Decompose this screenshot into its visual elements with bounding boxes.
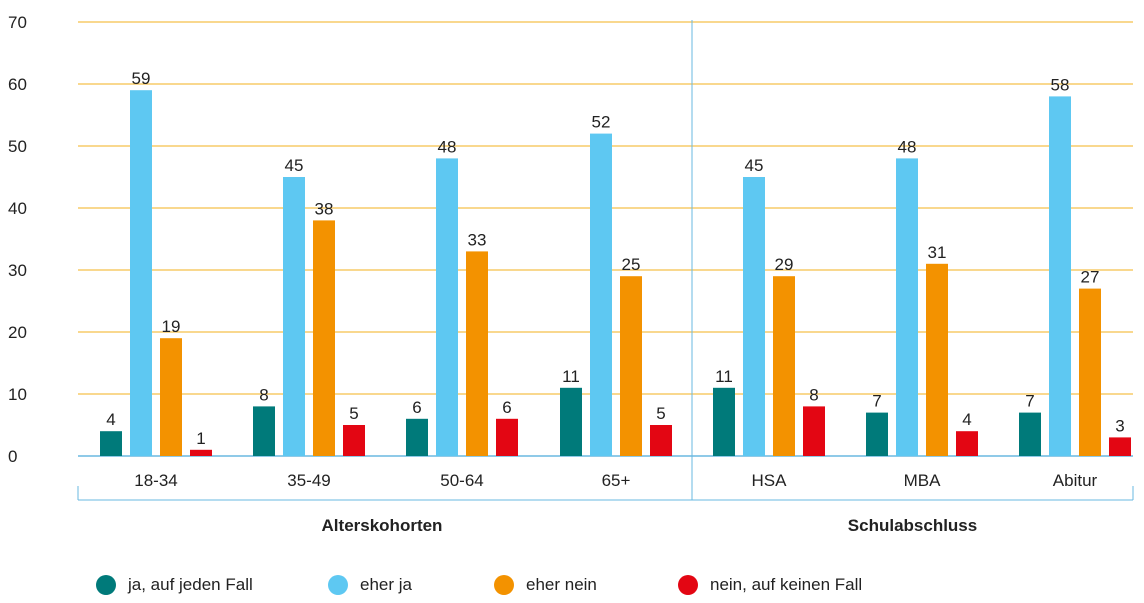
- bar: [1019, 412, 1041, 456]
- bar: [1109, 437, 1131, 456]
- legend-swatch: [494, 575, 514, 595]
- data-label: 29: [775, 255, 794, 274]
- legend-item-nein-auf-keinen-fall: nein, auf keinen Fall: [678, 575, 862, 595]
- data-label: 52: [592, 113, 611, 132]
- data-label: 19: [162, 317, 181, 336]
- bar: [1079, 288, 1101, 456]
- x-category-label: 18-34: [134, 471, 177, 490]
- bar: [560, 387, 582, 456]
- bar: [866, 412, 888, 456]
- bar: [436, 158, 458, 456]
- x-category-label: MBA: [904, 471, 942, 490]
- bar: [956, 431, 978, 456]
- bar: [130, 90, 152, 456]
- data-label: 27: [1081, 268, 1100, 287]
- data-label: 48: [438, 137, 457, 156]
- data-label: 5: [349, 404, 358, 423]
- bar: [650, 425, 672, 456]
- data-label: 38: [315, 199, 334, 218]
- legend-item-ja-auf-jeden-fall: ja, auf jeden Fall: [96, 575, 328, 595]
- bar: [160, 338, 182, 456]
- legend-label: eher ja: [360, 575, 412, 594]
- data-label: 8: [809, 385, 818, 404]
- data-label: 4: [962, 410, 971, 429]
- bar: [466, 251, 488, 456]
- data-label: 33: [468, 230, 487, 249]
- data-label: 6: [412, 398, 421, 417]
- legend-swatch: [96, 575, 116, 595]
- bar: [406, 418, 428, 456]
- data-label: 7: [872, 392, 881, 411]
- bar: [283, 177, 305, 456]
- legend-label: ja, auf jeden Fall: [128, 575, 253, 594]
- bar: [620, 276, 642, 456]
- legend-label: eher nein: [526, 575, 597, 594]
- data-label: 8: [259, 385, 268, 404]
- data-label: 45: [285, 156, 304, 175]
- bar: [896, 158, 918, 456]
- legend: ja, auf jeden Fall eher ja eher nein nei…: [96, 575, 862, 595]
- bar: [253, 406, 275, 456]
- x-category-label: Abitur: [1053, 471, 1098, 490]
- y-tick-label: 0: [8, 447, 17, 466]
- y-tick-label: 50: [8, 137, 27, 156]
- bar: [190, 449, 212, 456]
- x-category-label: HSA: [752, 471, 788, 490]
- data-label: 58: [1051, 75, 1070, 94]
- bar: [100, 431, 122, 456]
- y-tick-label: 70: [8, 13, 27, 32]
- x-category-label: 35-49: [287, 471, 330, 490]
- bar: [803, 406, 825, 456]
- y-tick-label: 40: [8, 199, 27, 218]
- data-label: 7: [1025, 392, 1034, 411]
- data-label: 1: [196, 429, 205, 448]
- data-label: 6: [502, 398, 511, 417]
- data-label: 5: [656, 404, 665, 423]
- group-label: Schulabschluss: [848, 516, 977, 535]
- legend-label: nein, auf keinen Fall: [710, 575, 863, 594]
- data-label: 11: [562, 367, 580, 386]
- data-label: 45: [745, 156, 764, 175]
- legend-swatch: [328, 575, 348, 595]
- bar: [773, 276, 795, 456]
- y-tick-label: 30: [8, 261, 27, 280]
- y-tick-label: 10: [8, 385, 27, 404]
- bar: [343, 425, 365, 456]
- data-label: 31: [928, 243, 947, 262]
- x-category-label: 65+: [602, 471, 631, 490]
- bar: [313, 220, 335, 456]
- legend-item-eher-ja: eher ja: [328, 575, 494, 595]
- bar: [496, 418, 518, 456]
- bar: [926, 263, 948, 456]
- legend-swatch: [678, 575, 698, 595]
- x-category-label: 50-64: [440, 471, 483, 490]
- group-label: Alterskohorten: [322, 516, 443, 535]
- bar: [1049, 96, 1071, 457]
- data-label: 48: [898, 137, 917, 156]
- data-label: 59: [132, 69, 151, 88]
- legend-item-eher-nein: eher nein: [494, 575, 678, 595]
- y-tick-label: 20: [8, 323, 27, 342]
- data-label: 11: [715, 367, 733, 386]
- bar: [743, 177, 765, 456]
- data-label: 25: [622, 255, 641, 274]
- data-label: 3: [1115, 416, 1124, 435]
- data-label: 4: [106, 410, 115, 429]
- bar: [590, 133, 612, 456]
- bar: [713, 387, 735, 456]
- y-tick-label: 60: [8, 75, 27, 94]
